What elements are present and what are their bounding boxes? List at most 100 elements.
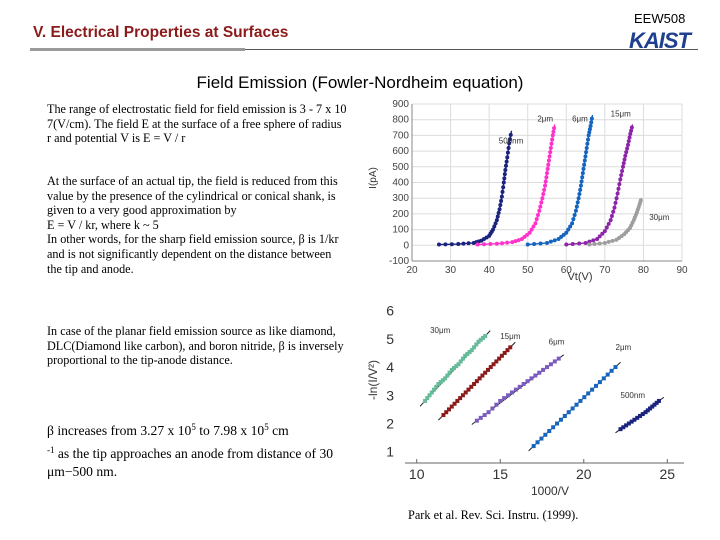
fn-point-0-2-0 [436, 382, 441, 386]
fn-point-2-3-0 [509, 390, 514, 395]
iv-point-1-8-2 [544, 175, 549, 180]
iv-point-0-12-1 [507, 137, 512, 142]
iv-y-tick-10: 900 [392, 99, 409, 110]
iv-point-3-2-2 [600, 231, 605, 236]
iv-point-4-1-2 [610, 238, 615, 243]
iv-point-1-4-0 [527, 230, 532, 235]
fn-point-2-4-1 [525, 379, 530, 384]
iv-y-tick-8: 700 [392, 130, 409, 141]
beta-text-mid: to 7.98 x 10 [195, 423, 265, 438]
fn-point-2-1-0 [486, 410, 491, 415]
fn-point-0-2-1 [438, 380, 443, 385]
fn-point-0-7-1 [472, 345, 477, 350]
fn-point-0-7-0 [469, 348, 474, 353]
iv-x-tick-3: 50 [522, 265, 534, 276]
iv-point-0-8-1 [500, 189, 505, 194]
iv-y-tick-6: 500 [392, 162, 409, 173]
paragraph-field-range: The range of electrostatic field for fie… [47, 102, 347, 146]
iv-point-1-0-1 [482, 242, 486, 247]
iv-point-0-5-1 [492, 224, 497, 229]
iv-point-3-7-2 [620, 168, 625, 173]
fn-point-1-1-1 [452, 401, 457, 406]
fn-point-4-2-2 [640, 412, 645, 417]
paragraph-beta-increase: β increases from 3.27 x 105 to 7.98 x 10… [47, 418, 347, 482]
iv-curve-label-4: 30μm [649, 213, 670, 222]
iv-series-line-2 [527, 114, 594, 246]
iv-point-2-10-0 [584, 145, 589, 150]
fn-point-3-1-2 [551, 425, 556, 430]
fn-point-0-7-2 [474, 342, 479, 347]
fn-point-2-5-0 [533, 373, 538, 378]
iv-curve-label-0: 500nm [499, 136, 524, 145]
fn-point-0-1-1 [431, 387, 436, 392]
fn-point-2-2-2 [506, 393, 511, 398]
iv-point-2-3-2 [568, 224, 573, 229]
fn-point-4-0-1 [621, 425, 626, 430]
header-divider [30, 49, 698, 50]
iv-point-2-12-1 [589, 120, 594, 125]
iv-point-3-11-1 [629, 128, 634, 133]
iv-point-2-5-2 [575, 200, 580, 205]
fn-point-3-6-0 [601, 376, 606, 381]
fn-point-0-1-2 [434, 384, 439, 389]
header-title: V. Electrical Properties at Surfaces [33, 24, 289, 41]
iv-point-1-8-0 [543, 183, 548, 188]
iv-point-1-7-0 [540, 196, 545, 201]
fn-point-2-2-1 [502, 396, 507, 401]
fn-y-axis-label: -ln(I/V²) [366, 360, 380, 400]
fn-point-0-3-0 [443, 376, 448, 381]
iv-point-2-3-0 [564, 230, 569, 235]
fn-point-0-6-2 [467, 350, 472, 355]
fn-point-0-5-0 [456, 362, 461, 367]
iv-point-0-1-0 [456, 242, 461, 247]
iv-x-tick-7: 90 [676, 265, 688, 276]
iv-point-0-5-0 [491, 227, 495, 232]
fn-point-3-0-1 [535, 440, 540, 445]
iv-point-1-4-2 [531, 224, 536, 229]
fn-point-3-2-1 [558, 417, 563, 422]
iv-curve-labels: 500nm 2μm 6μm 15μm 30μm [499, 110, 670, 223]
iv-point-0-1-1 [461, 241, 466, 246]
fn-point-3-1-0 [543, 432, 548, 437]
iv-y-axis-label: I(pA) [368, 167, 379, 189]
fn-point-3-3-1 [570, 406, 575, 411]
iv-point-3-9-2 [625, 146, 630, 151]
fn-point-0-5-1 [458, 359, 463, 364]
iv-point-2-5-0 [573, 208, 578, 213]
iv-point-0-12-0 [507, 141, 512, 146]
iv-point-1-6-2 [539, 200, 544, 205]
fn-point-2-end [556, 356, 561, 361]
iv-x-axis-label: Vt(V) [567, 271, 592, 283]
fn-point-3-4-1 [582, 395, 587, 400]
citation: Park et al. Rev. Sci. Instru. (1999). [408, 508, 579, 522]
iv-point-1-2-2 [516, 238, 521, 243]
fn-point-1-6-2 [497, 356, 502, 361]
iv-point-1-1-0 [494, 241, 499, 246]
fn-point-4-1-2 [632, 417, 637, 422]
fn-point-4-end [656, 398, 661, 403]
fn-point-1-2-0 [458, 396, 463, 401]
fn-point-2-3-1 [513, 387, 518, 392]
iv-point-3-1-0 [583, 240, 588, 245]
fn-point-2-6-1 [548, 362, 553, 367]
iv-point-2-3-1 [566, 227, 571, 232]
fn-curve-label-4: 500nm [621, 391, 646, 400]
paragraph-planar-source: In case of the planar field emission sou… [47, 324, 344, 368]
fn-point-2-1-2 [494, 402, 499, 407]
fn-point-0-5-2 [460, 356, 465, 361]
fn-point-2-5-1 [537, 370, 542, 375]
iv-point-0-9-2 [502, 172, 507, 177]
iv-point-0-6-1 [495, 214, 500, 219]
iv-point-3-5-0 [612, 205, 617, 210]
header-accent-bar [30, 48, 245, 51]
iv-point-3-8-0 [620, 164, 625, 169]
fn-point-2-1-1 [490, 406, 495, 411]
iv-point-1-6-1 [538, 204, 543, 209]
fn-point-3-2-0 [555, 421, 560, 426]
iv-point-1-6-0 [537, 208, 542, 213]
fn-point-1-0-1 [444, 410, 449, 415]
fn-curve-label-1: 15μm [500, 332, 521, 341]
fn-point-1-7-2 [505, 348, 510, 353]
iv-point-1-12-1 [551, 129, 556, 134]
fn-point-2-0-0 [474, 418, 479, 423]
